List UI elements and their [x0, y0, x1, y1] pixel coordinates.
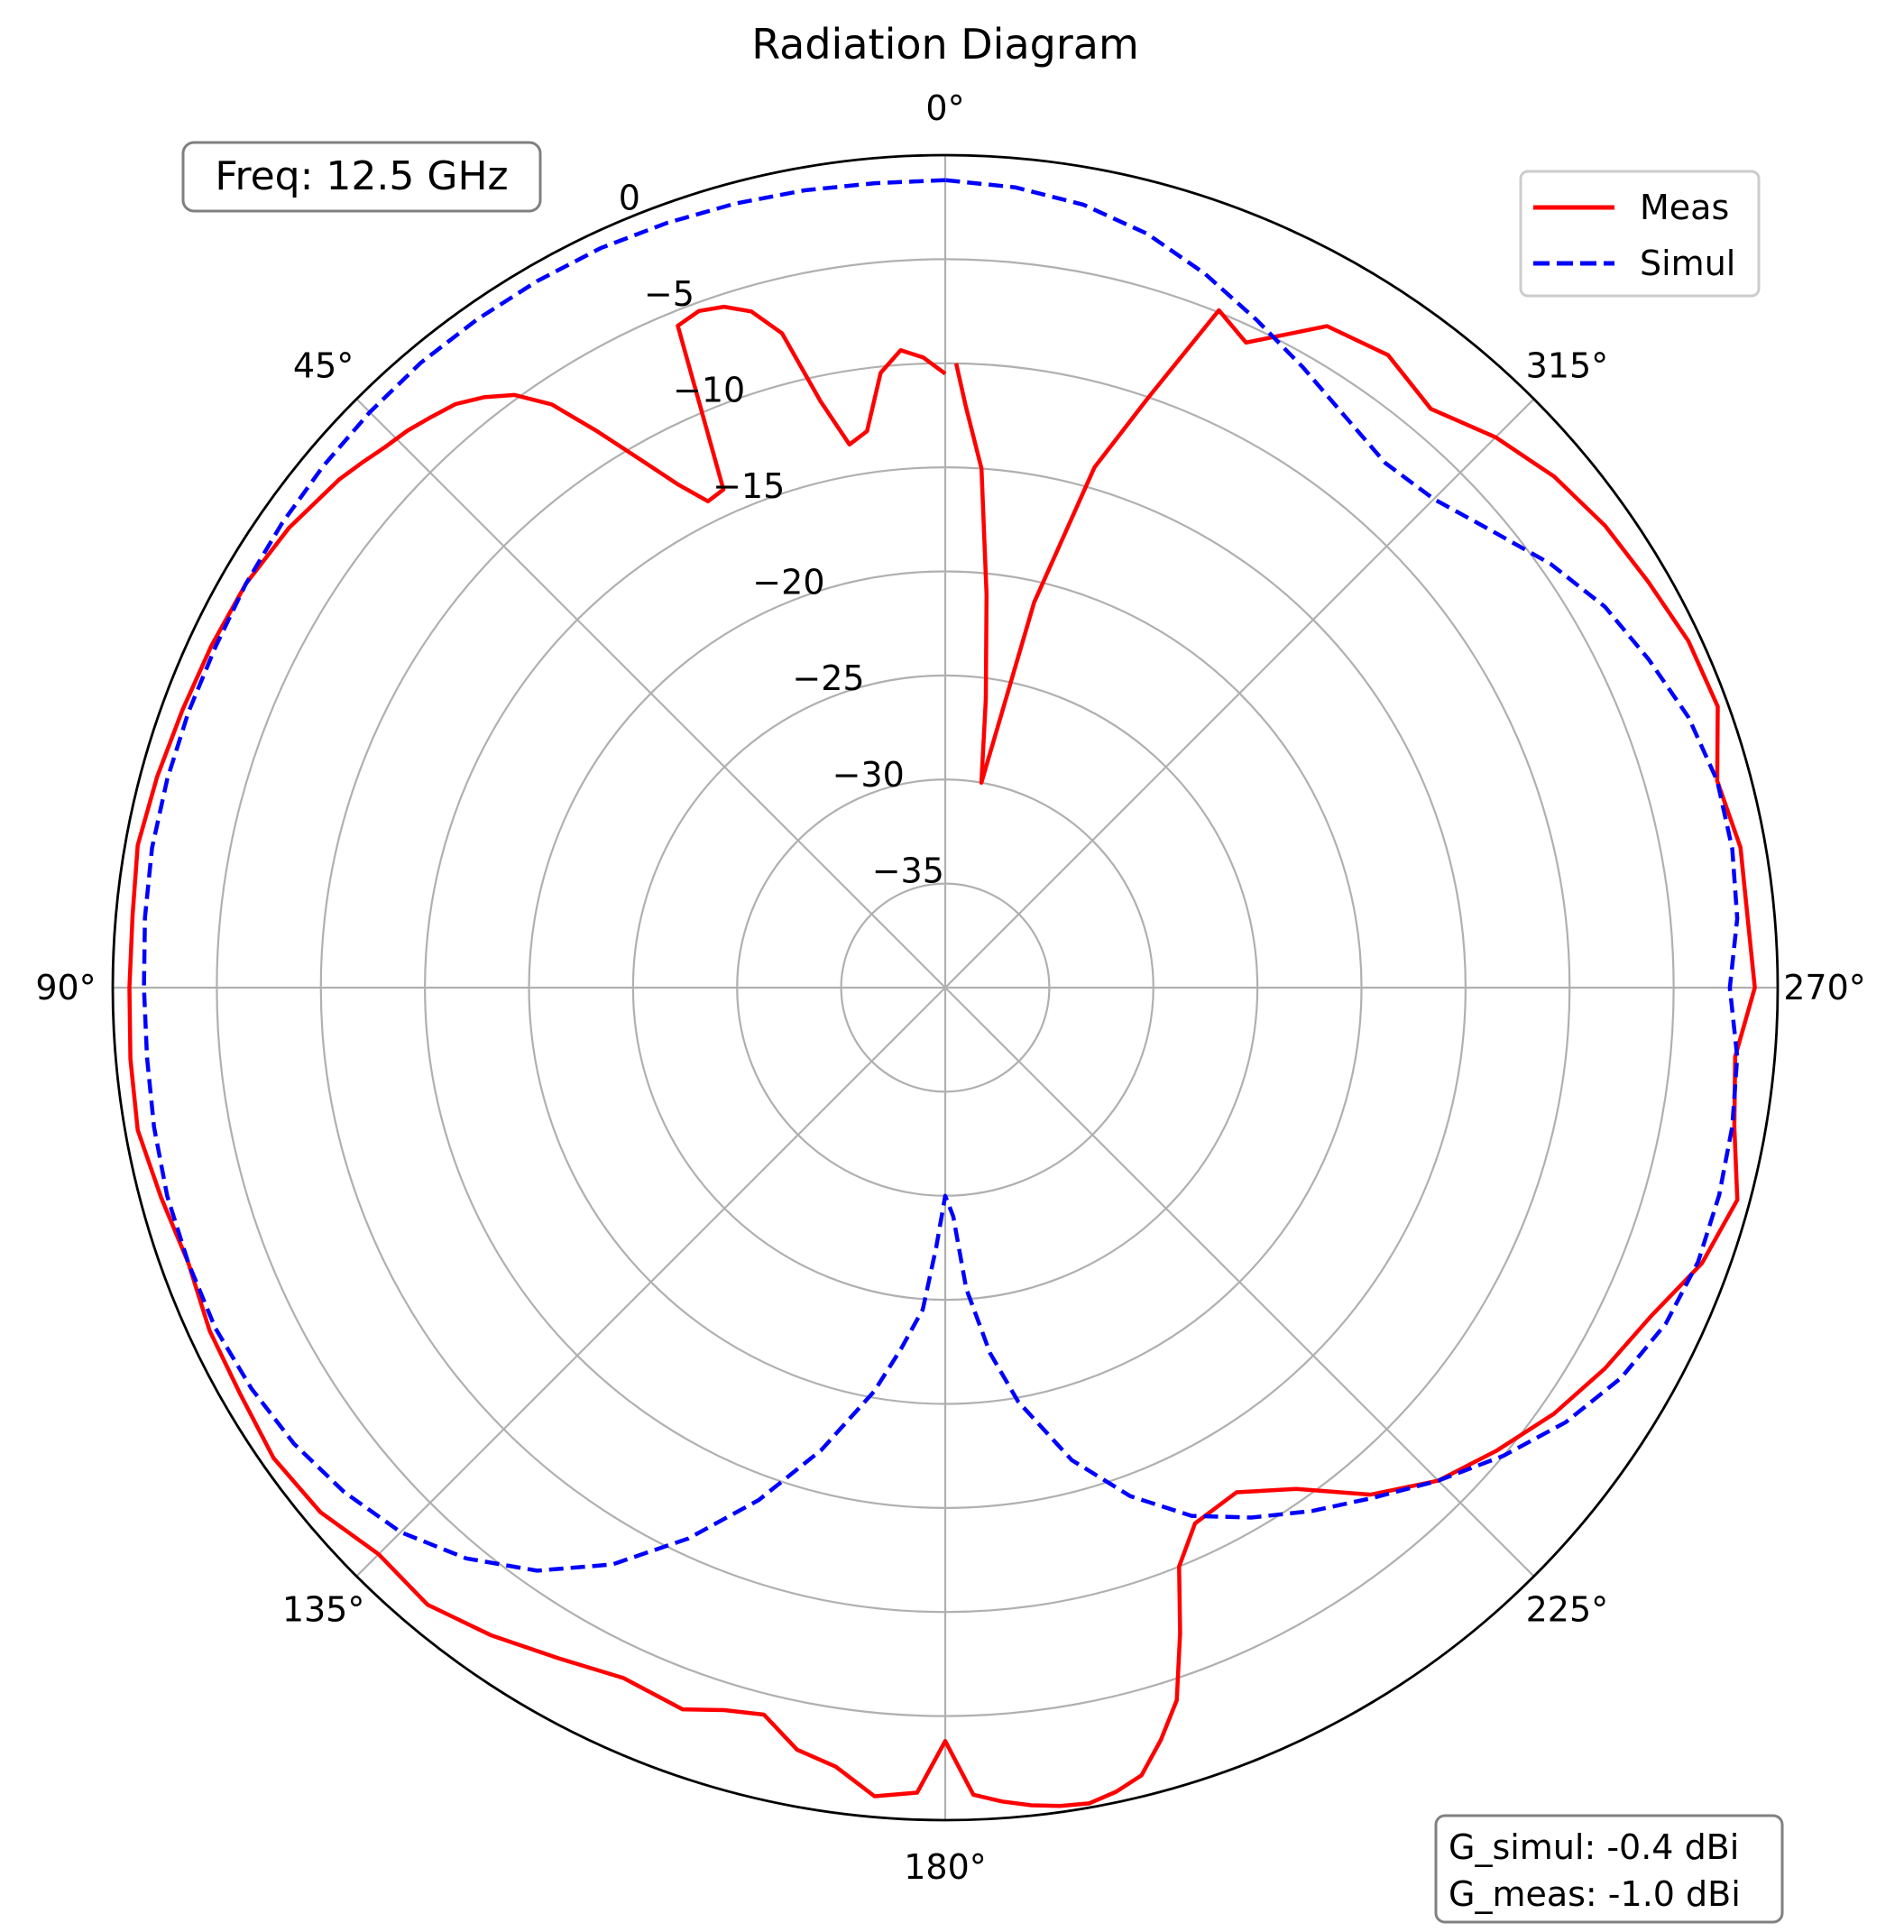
- series-line-meas: [127, 304, 1757, 1808]
- r-tick-label: −20: [752, 563, 824, 603]
- r-tick-label: 0: [619, 178, 640, 217]
- grid-ring: [424, 466, 1467, 1509]
- gain-simul-text: G_simul: -0.4 dBi: [1449, 1827, 1739, 1867]
- tick-labels: 0° 45° 90° 135° 180° 225° 270° 315° −35 −30 −25 −20…: [35, 88, 1865, 1887]
- r-tick-label: −10: [673, 370, 745, 409]
- theta-tick-label: 90°: [35, 968, 96, 1007]
- theta-tick-label: 315°: [1526, 346, 1609, 386]
- theta-tick-label: 0°: [925, 88, 964, 128]
- r-tick-label: −25: [792, 658, 864, 698]
- series-line-simul: [142, 178, 1740, 1573]
- grid-ring: [840, 882, 1051, 1093]
- chart-title: Radiation Diagram: [751, 20, 1139, 69]
- theta-tick-label: 225°: [1526, 1589, 1609, 1629]
- legend-label-meas: Meas: [1640, 188, 1729, 227]
- grid-ring: [528, 570, 1363, 1405]
- grid-ring: [216, 258, 1675, 1717]
- polar-frame: [111, 153, 1780, 1822]
- r-tick-label: −15: [713, 466, 785, 506]
- frequency-annotation: Freq: 12.5 GHz: [181, 141, 542, 213]
- grid-ring: [319, 362, 1571, 1614]
- legend-label-simul: Simul: [1640, 244, 1735, 283]
- grid-ring: [631, 674, 1259, 1302]
- theta-tick-label: 135°: [282, 1589, 365, 1629]
- gain-meas-text: G_meas: -1.0 dBi: [1449, 1874, 1741, 1914]
- theta-tick-label: 45°: [293, 346, 354, 386]
- theta-tick-label: 180°: [904, 1847, 987, 1887]
- theta-tick-label: 270°: [1783, 968, 1866, 1007]
- gain-annotation: G_simul: -0.4 dBi G_meas: -1.0 dBi: [1434, 1814, 1784, 1924]
- polar-grid: [111, 153, 1780, 1822]
- r-tick-label: −35: [872, 851, 944, 890]
- data-curves: [127, 178, 1757, 1808]
- frequency-text: Freq: 12.5 GHz: [215, 153, 508, 199]
- r-tick-label: −5: [644, 274, 694, 314]
- legend: Meas Simul: [1519, 170, 1761, 298]
- r-tick-label: −30: [832, 755, 905, 795]
